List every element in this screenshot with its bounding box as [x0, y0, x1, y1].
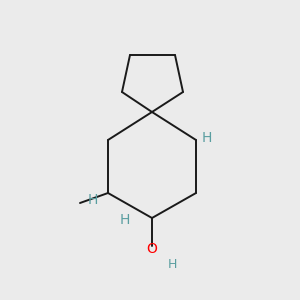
- Text: O: O: [147, 242, 158, 256]
- Text: H: H: [168, 258, 177, 271]
- Text: H: H: [202, 131, 212, 145]
- Text: H: H: [120, 213, 130, 227]
- Text: H: H: [88, 193, 98, 207]
